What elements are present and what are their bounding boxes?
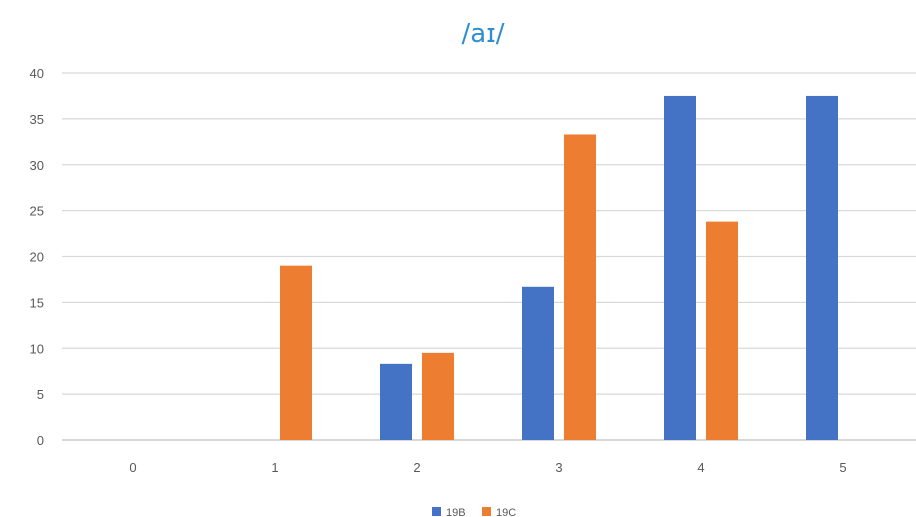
bar-19C-2 bbox=[422, 352, 454, 440]
bar-19C-3 bbox=[564, 134, 596, 440]
x-axis-ticks: 0 1 2 3 4 5 bbox=[129, 460, 846, 475]
bar-19B-3 bbox=[522, 286, 554, 440]
x-tick-label: 4 bbox=[697, 460, 704, 475]
bars bbox=[280, 95, 838, 440]
bar-19B-4 bbox=[664, 95, 696, 440]
gridlines bbox=[62, 72, 916, 441]
y-tick-label: 10 bbox=[30, 341, 44, 356]
legend-swatch-19B bbox=[432, 507, 441, 516]
chart-title: /aɪ/ bbox=[461, 19, 504, 49]
x-tick-label: 5 bbox=[839, 460, 846, 475]
legend: 19B 19C bbox=[432, 507, 516, 517]
y-tick-label: 0 bbox=[37, 433, 44, 448]
x-tick-label: 3 bbox=[555, 460, 562, 475]
x-tick-label: 2 bbox=[413, 460, 420, 475]
y-axis-ticks: 0 5 10 15 20 25 30 35 40 bbox=[30, 66, 44, 448]
y-tick-label: 25 bbox=[30, 204, 44, 219]
bar-19B-5 bbox=[806, 95, 838, 440]
y-tick-label: 35 bbox=[30, 112, 44, 127]
y-tick-label: 40 bbox=[30, 66, 44, 81]
legend-label-19B: 19B bbox=[446, 507, 466, 517]
y-tick-label: 5 bbox=[37, 387, 44, 402]
bar-19B-2 bbox=[380, 363, 412, 440]
x-tick-label: 1 bbox=[271, 460, 278, 475]
y-tick-label: 30 bbox=[30, 158, 44, 173]
y-tick-label: 20 bbox=[30, 250, 44, 265]
legend-swatch-19C bbox=[482, 507, 491, 516]
bar-19C-1 bbox=[280, 265, 312, 440]
legend-label-19C: 19C bbox=[496, 507, 516, 517]
x-tick-label: 0 bbox=[129, 460, 136, 475]
y-tick-label: 15 bbox=[30, 295, 44, 310]
bar-19C-4 bbox=[706, 221, 738, 440]
